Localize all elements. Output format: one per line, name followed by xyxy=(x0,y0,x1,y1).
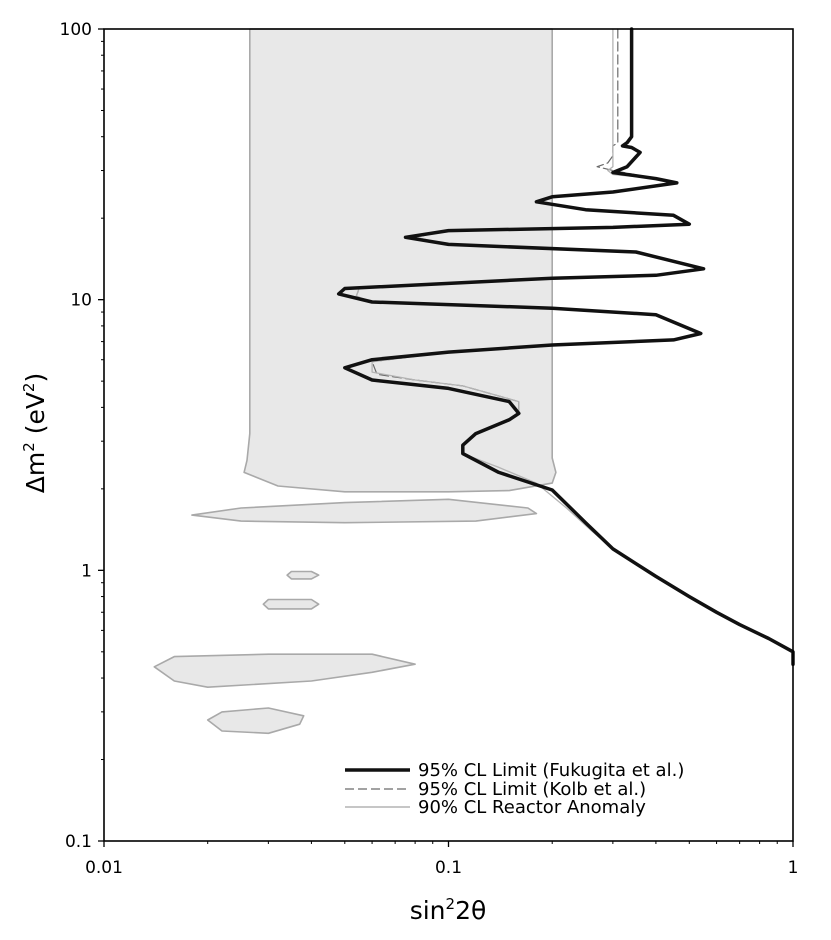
curve-95-cl-limit-fukugita-et-al xyxy=(336,27,795,666)
reactor-anomaly-region-2 xyxy=(191,498,538,524)
y-tick-label: 10 xyxy=(70,291,92,311)
legend-label-kolb: 95% CL Limit (Kolb et al.) xyxy=(418,779,646,800)
y-tick-label: 0.1 xyxy=(65,832,92,852)
reactor-anomaly-region-1 xyxy=(243,28,557,493)
reactor-anomaly-regions xyxy=(153,28,557,735)
axis-ticks: 0.01 0.1 1 0.1 1 10 100 xyxy=(60,20,799,878)
y-tick-label: 1 xyxy=(81,561,92,581)
reactor-anomaly-region-5 xyxy=(153,653,416,689)
y-axis-title: Δm2 (eV2) xyxy=(20,373,50,494)
y-tick-label: 100 xyxy=(60,20,92,40)
x-axis-title: sin22θ xyxy=(410,895,487,925)
reactor-anomaly-region-6 xyxy=(206,707,305,735)
x-tick-label: 1 xyxy=(788,858,799,878)
legend-label-reactor-anomaly: 90% CL Reactor Anomaly xyxy=(418,797,646,818)
legend: 95% CL Limit (Fukugita et al.) 95% CL Li… xyxy=(345,760,684,818)
legend-label-fukugita: 95% CL Limit (Fukugita et al.) xyxy=(418,760,684,781)
reactor-anomaly-region-3 xyxy=(286,570,320,580)
x-tick-label: 0.01 xyxy=(85,858,123,878)
reactor-anomaly-region-4 xyxy=(262,598,320,610)
x-tick-label: 0.1 xyxy=(435,858,462,878)
limit-curves xyxy=(336,27,795,666)
